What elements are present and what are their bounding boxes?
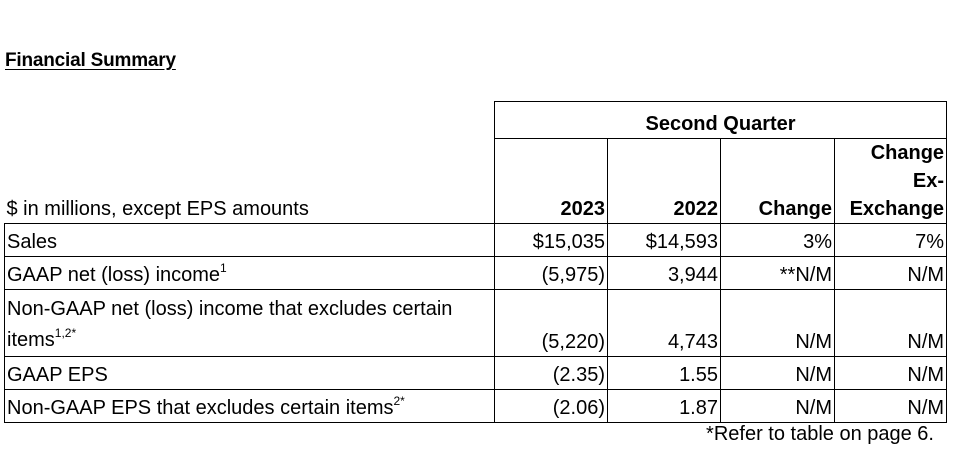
row-label-non-gaap-eps: Non-GAAP EPS that excludes certain items… xyxy=(4,389,495,423)
table-row: Sales $15,035 $14,593 3% 7% xyxy=(4,223,948,257)
page-title: Financial Summary xyxy=(5,50,176,71)
cell-sales-2022: $14,593 xyxy=(607,223,721,257)
cell-non-gaap-eps-2022: 1.87 xyxy=(607,389,721,423)
cell-non-gaap-eps-change: N/M xyxy=(720,389,835,423)
cell-gaap-eps-2022: 1.55 xyxy=(607,356,721,390)
cell-non-gaap-eps-2023: (2.06) xyxy=(494,389,608,423)
empty-header-cell xyxy=(5,102,495,139)
cell-gaap-net-income-2023: (5,975) xyxy=(494,256,608,290)
cell-sales-2023: $15,035 xyxy=(494,223,608,257)
row-label-non-gaap-net-income: Non-GAAP net (loss) income that excludes… xyxy=(4,289,495,357)
cell-gaap-net-income-change: **N/M xyxy=(720,256,835,290)
group-header-second-quarter: Second Quarter xyxy=(493,101,948,139)
column-header-2023: 2023 xyxy=(494,138,608,224)
cell-gaap-eps-2023: (2.35) xyxy=(494,356,608,390)
table-group-header-row: Second Quarter xyxy=(5,101,948,139)
row-label-sales: Sales xyxy=(4,223,495,257)
cell-gaap-eps-change: N/M xyxy=(720,356,835,390)
cell-gaap-net-income-change-ex: N/M xyxy=(833,256,948,290)
cell-gaap-eps-change-ex: N/M xyxy=(833,356,948,390)
cell-sales-change-ex: 7% xyxy=(833,223,948,257)
table-row: GAAP EPS (2.35) 1.55 N/M N/M xyxy=(4,356,948,390)
column-header-change-ex-exchange: Change Ex-Exchange xyxy=(833,138,948,224)
table-column-header-row: $ in millions, except EPS amounts 2023 2… xyxy=(4,138,948,224)
column-header-2022: 2022 xyxy=(607,138,721,224)
column-header-change: Change xyxy=(720,138,835,224)
cell-non-gaap-net-income-2023: (5,220) xyxy=(494,289,608,357)
table-row: Non-GAAP net (loss) income that excludes… xyxy=(4,289,948,357)
cell-non-gaap-eps-change-ex: N/M xyxy=(833,389,948,423)
cell-non-gaap-net-income-change-ex: N/M xyxy=(833,289,948,357)
row-label-gaap-eps: GAAP EPS xyxy=(4,356,495,390)
table-row: GAAP net (loss) income1 (5,975) 3,944 **… xyxy=(4,256,948,290)
table-row: Non-GAAP EPS that excludes certain items… xyxy=(4,389,948,423)
row-header-label: $ in millions, except EPS amounts xyxy=(4,138,495,224)
cell-non-gaap-net-income-change: N/M xyxy=(720,289,835,357)
financial-summary-table: Second Quarter $ in millions, except EPS… xyxy=(4,101,948,423)
cell-non-gaap-net-income-2022: 4,743 xyxy=(607,289,721,357)
row-label-gaap-net-income: GAAP net (loss) income1 xyxy=(4,256,495,290)
cell-gaap-net-income-2022: 3,944 xyxy=(607,256,721,290)
cell-sales-change: 3% xyxy=(720,223,835,257)
footnote: *Refer to table on page 6. xyxy=(706,423,934,445)
